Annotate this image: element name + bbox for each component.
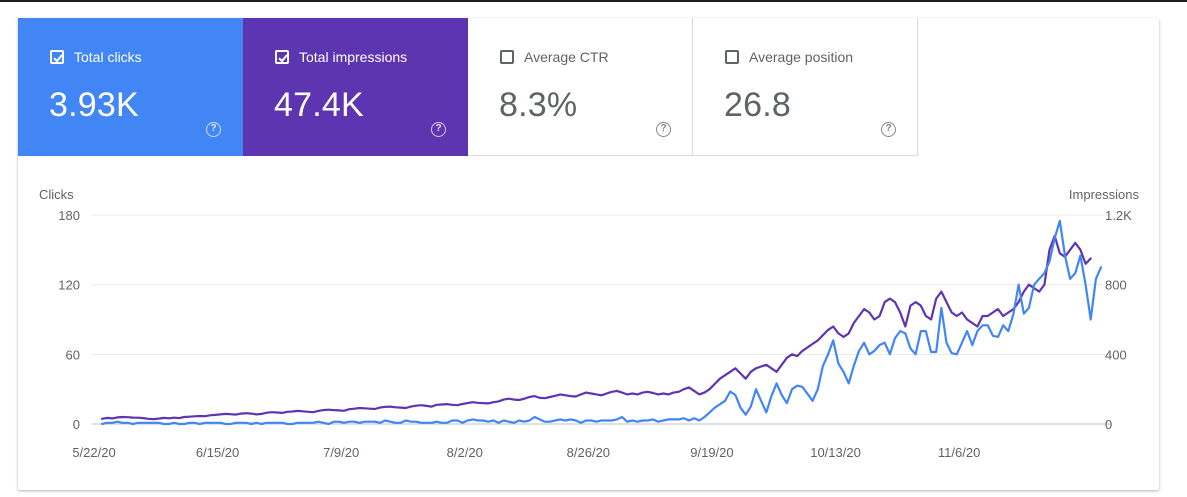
x-axis-tick-label: 6/15/20 (196, 445, 239, 460)
average-ctr-value: 8.3% (499, 86, 578, 124)
clicks-series-line (100, 219, 1103, 426)
chart-series (100, 219, 1103, 426)
x-axis-tick-label: 8/26/20 (567, 445, 610, 460)
left-axis-tick-label: 120 (58, 278, 80, 293)
help-icon[interactable]: ? (206, 122, 221, 137)
left-axis-title: Clicks (39, 187, 74, 202)
left-axis-ticks: 0 60 120 180 (58, 208, 80, 432)
average-position-value: 26.8 (724, 86, 791, 124)
total-clicks-checkbox[interactable] (50, 50, 64, 64)
total-clicks-value: 3.93K (49, 86, 139, 124)
average-ctr-checkbox[interactable] (500, 50, 514, 64)
x-axis-tick-label: 10/13/20 (810, 445, 861, 460)
help-icon[interactable]: ? (656, 122, 671, 137)
right-axis-title: Impressions (1069, 187, 1140, 202)
average-position-checkbox[interactable] (725, 50, 739, 64)
right-axis-ticks: 0 400 800 1.2K (1105, 208, 1132, 432)
average-ctr-card[interactable]: Average CTR 8.3% ? (468, 18, 693, 156)
checkmark-icon (278, 54, 288, 63)
x-axis-tick-label: 11/6/20 (938, 445, 980, 460)
x-axis-tick-label: 7/9/20 (323, 445, 359, 460)
total-clicks-card[interactable]: Total clicks 3.93K ? (18, 18, 243, 156)
checkmark-icon (53, 54, 63, 63)
metric-cards: Total clicks 3.93K ? Total impressions 4… (18, 18, 918, 156)
total-impressions-checkbox[interactable] (275, 50, 289, 64)
total-impressions-value: 47.4K (274, 86, 364, 124)
average-ctr-label: Average CTR (524, 49, 609, 65)
x-axis-tick-label: 8/2/20 (447, 445, 483, 460)
chart-gridlines (92, 214, 1111, 425)
impressions-series-line (100, 234, 1092, 421)
total-impressions-card[interactable]: Total impressions 47.4K ? (243, 18, 468, 156)
total-clicks-label: Total clicks (74, 49, 142, 65)
x-axis-tick-label: 9/19/20 (690, 445, 733, 460)
help-icon[interactable]: ? (881, 122, 896, 137)
average-position-label: Average position (749, 49, 854, 65)
performance-panel: Total clicks 3.93K ? Total impressions 4… (18, 18, 1159, 490)
performance-chart: Clicks Impressions 0 60 120 180 0 400 800 1.2K… (39, 187, 1140, 460)
right-axis-tick-label: 1.2K (1105, 208, 1132, 223)
left-axis-tick-label: 180 (58, 208, 80, 223)
x-axis-ticks: 5/22/20 6/15/20 7/9/20 8/2/20 8/26/20 9/19/20… (72, 445, 980, 460)
right-axis-tick-label: 0 (1105, 417, 1112, 432)
help-icon[interactable]: ? (431, 122, 446, 137)
left-axis-tick-label: 0 (73, 417, 80, 432)
right-axis-tick-label: 400 (1105, 347, 1127, 362)
x-axis-tick-label: 5/22/20 (72, 445, 115, 460)
top-border (0, 0, 1187, 2)
left-axis-tick-label: 60 (66, 347, 80, 362)
average-position-card[interactable]: Average position 26.8 ? (693, 18, 918, 156)
right-axis-tick-label: 800 (1105, 278, 1127, 293)
total-impressions-label: Total impressions (299, 49, 408, 65)
